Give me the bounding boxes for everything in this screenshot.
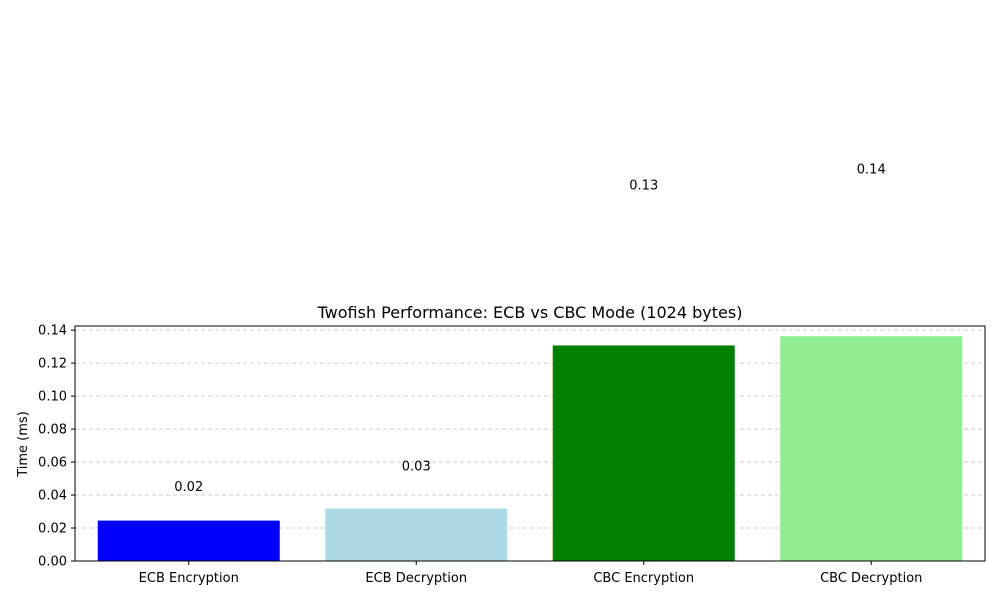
bar: [98, 521, 280, 561]
x-tick-label: ECB Decryption: [365, 571, 467, 586]
value-label: 0.03: [402, 460, 431, 475]
y-tick-label: 0.00: [38, 555, 67, 570]
x-tick-label: CBC Decryption: [820, 571, 922, 586]
x-tick-label: ECB Encryption: [139, 571, 239, 586]
y-tick-label: 0.04: [38, 489, 67, 504]
bar: [780, 336, 962, 561]
y-tick-label: 0.06: [38, 456, 67, 471]
value-label: 0.14: [857, 163, 886, 178]
chart-title: Twofish Performance: ECB vs CBC Mode (10…: [317, 303, 743, 322]
value-label: 0.13: [629, 178, 658, 193]
x-tick-label: CBC Encryption: [593, 571, 694, 586]
y-tick-label: 0.12: [38, 357, 67, 372]
y-axis-label: Time (ms): [16, 411, 31, 478]
y-tick-label: 0.10: [38, 390, 67, 405]
value-label: 0.02: [174, 480, 203, 495]
y-tick-label: 0.08: [38, 423, 67, 438]
y-tick-label: 0.14: [38, 324, 67, 339]
bar: [553, 345, 735, 561]
bar: [325, 509, 507, 561]
y-tick-label: 0.02: [38, 522, 67, 537]
